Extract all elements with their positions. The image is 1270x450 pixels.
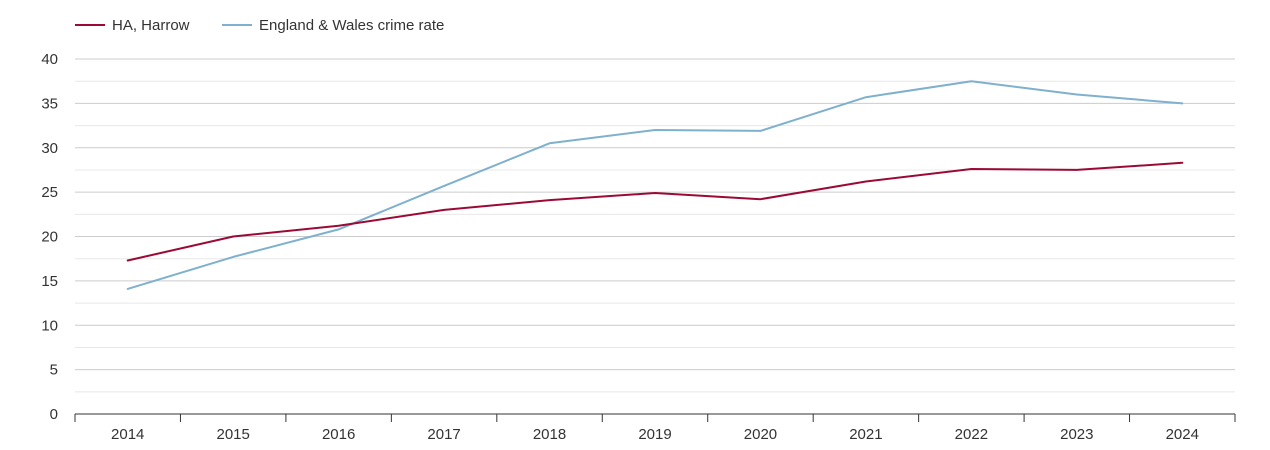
series-line-england-wales xyxy=(126,80,1184,290)
x-tick-label: 2022 xyxy=(955,426,988,443)
y-tick-label: 25 xyxy=(41,184,58,201)
y-tick-label: 35 xyxy=(41,95,58,112)
x-tick-label: 2020 xyxy=(744,426,777,443)
y-tick-label: 10 xyxy=(41,317,58,334)
x-tick-label: 2015 xyxy=(216,426,249,443)
y-tick-label: 15 xyxy=(41,273,58,290)
x-tick-label: 2018 xyxy=(533,426,566,443)
legend-label-england-wales: England & Wales crime rate xyxy=(259,17,444,34)
x-tick-label: 2016 xyxy=(322,426,355,443)
y-tick-label: 5 xyxy=(50,362,58,379)
x-tick-label: 2021 xyxy=(849,426,882,443)
x-tick-label: 2014 xyxy=(111,426,144,443)
legend-label-harrow: HA, Harrow xyxy=(112,17,190,34)
y-tick-label: 30 xyxy=(41,140,58,157)
x-tick-label: 2023 xyxy=(1060,426,1093,443)
x-tick-label: 2024 xyxy=(1166,426,1199,443)
grid-lines xyxy=(75,58,1235,393)
y-tick-label: 40 xyxy=(41,51,58,68)
chart-legend: HA, Harrow England & Wales crime rate xyxy=(75,17,444,34)
series-lines xyxy=(126,80,1184,290)
y-tick-label: 20 xyxy=(41,229,58,246)
x-tick-label: 2019 xyxy=(638,426,671,443)
y-axis: 0 5 10 15 20 25 30 35 40 xyxy=(41,51,58,423)
y-tick-label: 0 xyxy=(50,406,58,423)
x-tick-label: 2017 xyxy=(427,426,460,443)
series-line-harrow xyxy=(126,161,1184,262)
x-axis: 2014 2015 2016 2017 2018 2019 2020 2021 2022 2023… xyxy=(74,413,1236,443)
